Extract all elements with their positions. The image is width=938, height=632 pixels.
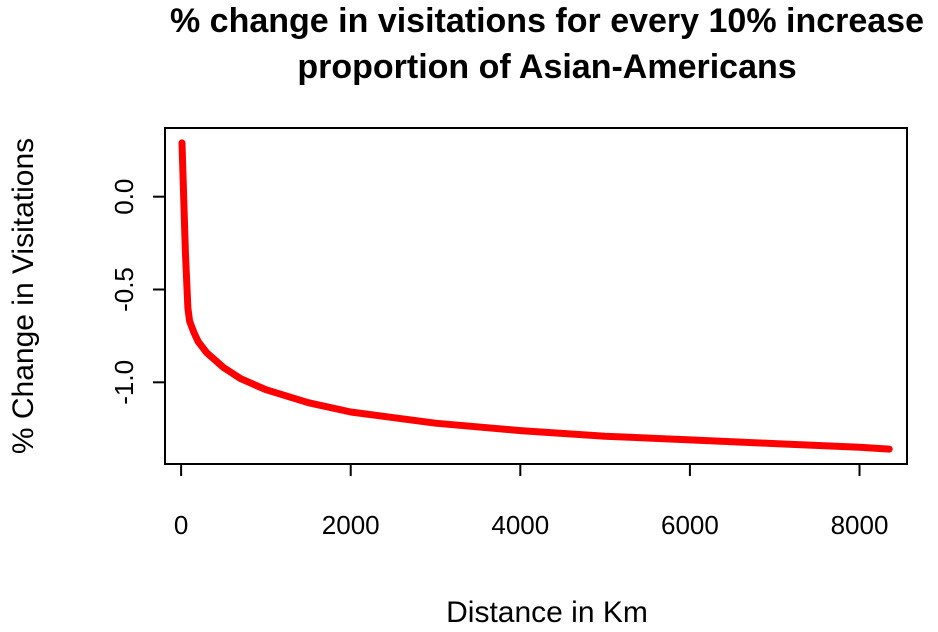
y-axis: 0.0 -0.5 -1.0: [109, 179, 165, 405]
y-tick-label: -0.5: [109, 267, 139, 312]
series-layer: [178, 139, 893, 453]
chart-title-line-1: % change in visitations for every 10% in…: [170, 2, 924, 40]
y-axis-label: % Change in Visitations: [7, 138, 40, 454]
x-tick-label: 8000: [831, 510, 889, 540]
x-tick-label: 4000: [491, 510, 549, 540]
plot-frame: [164, 127, 908, 465]
y-tick-label: -1.0: [109, 360, 139, 405]
x-tick-label: 2000: [322, 510, 380, 540]
x-axis-label: Distance in Km: [446, 596, 648, 629]
x-axis: 0 2000 4000 6000 8000: [174, 464, 889, 540]
x-tick-label: 6000: [661, 510, 719, 540]
series-line: [178, 139, 893, 453]
x-tick-label: 0: [174, 510, 188, 540]
chart-title-line-2: proportion of Asian-Americans: [297, 48, 796, 86]
y-tick-label: 0.0: [109, 179, 139, 215]
